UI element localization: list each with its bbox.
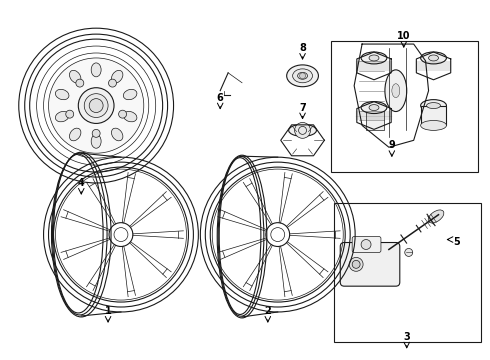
Ellipse shape — [91, 63, 101, 77]
Text: 6: 6 — [217, 93, 223, 103]
Ellipse shape — [369, 55, 379, 61]
Circle shape — [76, 79, 84, 87]
Bar — [334, 203, 481, 342]
Text: 3: 3 — [403, 332, 410, 342]
Text: 4: 4 — [78, 178, 85, 188]
Circle shape — [84, 94, 108, 117]
Ellipse shape — [420, 100, 446, 112]
Ellipse shape — [369, 105, 379, 111]
Ellipse shape — [361, 102, 387, 113]
Text: 8: 8 — [299, 43, 306, 53]
Bar — [331, 41, 478, 172]
Text: 7: 7 — [299, 103, 306, 113]
Circle shape — [66, 110, 74, 118]
Circle shape — [299, 73, 306, 79]
Text: 5: 5 — [453, 237, 460, 247]
Ellipse shape — [55, 89, 69, 100]
Ellipse shape — [428, 210, 444, 223]
Ellipse shape — [111, 70, 123, 83]
Ellipse shape — [55, 112, 69, 122]
Text: 9: 9 — [389, 140, 395, 150]
Ellipse shape — [123, 89, 137, 100]
Circle shape — [78, 88, 114, 123]
Ellipse shape — [91, 134, 101, 148]
Ellipse shape — [429, 55, 439, 61]
Bar — [366, 109, 384, 130]
FancyBboxPatch shape — [352, 237, 381, 252]
Circle shape — [92, 129, 100, 137]
Circle shape — [294, 122, 311, 138]
Ellipse shape — [289, 125, 317, 136]
Circle shape — [49, 58, 144, 153]
Ellipse shape — [70, 70, 81, 83]
FancyBboxPatch shape — [340, 243, 400, 286]
Circle shape — [349, 257, 363, 271]
Circle shape — [352, 260, 360, 268]
Text: 10: 10 — [397, 31, 411, 41]
Ellipse shape — [392, 84, 400, 98]
Ellipse shape — [287, 65, 318, 87]
Circle shape — [405, 248, 413, 256]
Ellipse shape — [385, 70, 407, 112]
Bar — [420, 105, 446, 125]
Ellipse shape — [123, 112, 137, 122]
Ellipse shape — [427, 103, 441, 109]
Circle shape — [89, 99, 103, 113]
Ellipse shape — [297, 72, 308, 79]
Circle shape — [108, 79, 117, 87]
Ellipse shape — [361, 52, 387, 64]
Circle shape — [361, 239, 371, 249]
Ellipse shape — [420, 121, 446, 130]
Ellipse shape — [420, 52, 446, 64]
Ellipse shape — [293, 69, 313, 83]
Text: 2: 2 — [265, 306, 271, 316]
Ellipse shape — [70, 128, 81, 141]
Text: 1: 1 — [105, 306, 111, 316]
Circle shape — [119, 110, 126, 118]
Ellipse shape — [111, 128, 123, 141]
